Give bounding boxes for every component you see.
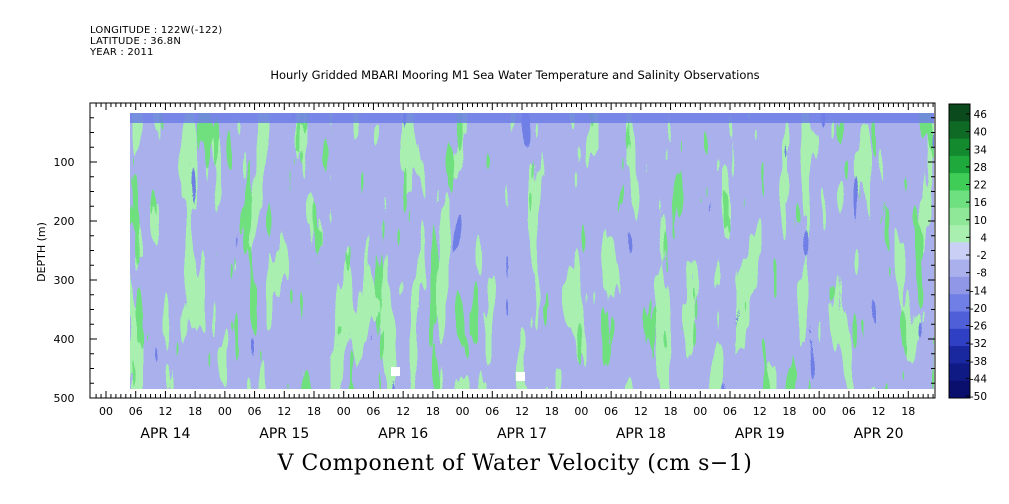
colorbar-label: -50 bbox=[970, 391, 987, 403]
colorbar-label: -26 bbox=[970, 321, 987, 333]
x-hour-label: 06 bbox=[604, 405, 618, 418]
colorbar-swatch bbox=[949, 259, 970, 278]
x-day-label: APR 17 bbox=[497, 426, 547, 442]
y-tick-label: 100 bbox=[54, 156, 75, 169]
colorbar-swatch bbox=[949, 138, 970, 157]
colorbar-swatch bbox=[949, 294, 970, 313]
x-day-label: APR 15 bbox=[259, 426, 309, 442]
colorbar-swatch bbox=[949, 380, 970, 399]
colorbar-label: 40 bbox=[974, 127, 987, 139]
year-label: YEAR : 2011 bbox=[90, 47, 154, 58]
colorbar-label: -8 bbox=[977, 268, 987, 280]
surface-negative-band bbox=[130, 113, 934, 123]
x-hour-label: 18 bbox=[188, 405, 202, 418]
colorbar-swatch bbox=[949, 311, 970, 330]
x-day-label: APR 20 bbox=[854, 426, 904, 442]
x-hour-label: 12 bbox=[277, 405, 291, 418]
x-hour-label: 00 bbox=[693, 405, 707, 418]
colorbar-swatch bbox=[949, 173, 970, 191]
colorbar-label: -20 bbox=[970, 303, 987, 315]
colorbar-swatch bbox=[949, 225, 970, 243]
colorbar-swatch bbox=[949, 190, 970, 209]
x-hour-label: 18 bbox=[426, 405, 440, 418]
colorbar-swatch bbox=[949, 242, 970, 261]
chart-title: Hourly Gridded MBARI Mooring M1 Sea Wate… bbox=[270, 68, 760, 82]
x-hour-label: 00 bbox=[812, 405, 826, 418]
x-hour-label: 12 bbox=[515, 405, 529, 418]
colorbar-label: -44 bbox=[970, 373, 987, 385]
missing-data-marker bbox=[516, 372, 525, 381]
x-hour-label: 12 bbox=[872, 405, 886, 418]
colorbar-label: 4 bbox=[980, 232, 987, 244]
x-hour-label: 06 bbox=[366, 405, 380, 418]
y-tick-label: 300 bbox=[54, 274, 75, 287]
colorbar-label: 46 bbox=[974, 109, 988, 121]
colorbar-swatch bbox=[949, 121, 970, 140]
x-hour-label: 00 bbox=[456, 405, 470, 418]
colorbar-swatch bbox=[949, 363, 970, 382]
x-hour-label: 06 bbox=[129, 405, 143, 418]
y-tick-label: 500 bbox=[54, 392, 75, 405]
x-hour-label: 18 bbox=[782, 405, 796, 418]
x-hour-label: 06 bbox=[842, 405, 856, 418]
colorbar-label: -38 bbox=[970, 356, 987, 368]
missing-data-marker bbox=[391, 367, 400, 376]
colorbar-label: -14 bbox=[970, 285, 987, 297]
colorbar-label: 22 bbox=[974, 180, 987, 192]
x-hour-label: 00 bbox=[574, 405, 588, 418]
x-hour-label: 00 bbox=[99, 405, 113, 418]
x-hour-label: 12 bbox=[634, 405, 648, 418]
colorbar-label: -2 bbox=[977, 250, 987, 262]
x-day-label: APR 16 bbox=[378, 426, 428, 442]
colorbar-label: -32 bbox=[970, 338, 987, 350]
colorbar-label: 34 bbox=[974, 144, 988, 156]
y-tick-label: 200 bbox=[54, 215, 75, 228]
x-hour-label: 06 bbox=[485, 405, 499, 418]
longitude-label: LONGITUDE : 122W(-122) bbox=[90, 25, 223, 36]
colorbar-label: 16 bbox=[974, 197, 988, 209]
heatmap-field bbox=[130, 113, 934, 389]
x-hour-label: 00 bbox=[337, 405, 351, 418]
colorbar-label: 10 bbox=[974, 215, 987, 227]
y-axis-labels: 100 200 300 400 500 bbox=[54, 156, 75, 405]
x-hour-label: 12 bbox=[396, 405, 410, 418]
y-tick-label: 400 bbox=[54, 333, 75, 346]
colorbar-swatch bbox=[949, 346, 970, 364]
velocity-heatmap-chart: 00 06 12 18 00 06 12 18 00 06 12 18 00 06 12 18 00 06 12 18… bbox=[35, 102, 988, 442]
x-axis-labels: 00 06 12 18 00 06 12 18 00 06 12 18 00 06 12 18 00 06 12 18… bbox=[99, 405, 915, 442]
heatmap-negative-areas bbox=[130, 113, 934, 389]
x-hour-label: 12 bbox=[158, 405, 172, 418]
chart-subtitle: V Component of Water Velocity (cm s−1) bbox=[277, 451, 753, 476]
x-hour-label: 18 bbox=[664, 405, 678, 418]
x-day-label: APR 18 bbox=[616, 426, 666, 442]
x-hour-label: 12 bbox=[753, 405, 767, 418]
x-day-label: APR 14 bbox=[140, 426, 190, 442]
x-day-label: APR 19 bbox=[735, 426, 785, 442]
x-hour-label: 06 bbox=[248, 405, 262, 418]
colorbar-swatch bbox=[949, 207, 970, 226]
y-axis-ticks bbox=[90, 102, 935, 399]
x-axis-ticks bbox=[95, 103, 934, 398]
y-axis-title: DEPTH (m) bbox=[35, 222, 48, 282]
colorbar: 46 40 34 28 22 16 10 4 -2 -8 -14 -20 -26 -32 -38 -44 -50 bbox=[948, 103, 988, 403]
x-hour-label: 18 bbox=[307, 405, 321, 418]
colorbar-frame bbox=[948, 103, 971, 399]
x-hour-label: 18 bbox=[901, 405, 915, 418]
colorbar-swatch bbox=[949, 155, 970, 174]
x-hour-label: 06 bbox=[723, 405, 737, 418]
colorbar-swatch bbox=[949, 328, 970, 347]
colorbar-swatch bbox=[949, 104, 970, 122]
x-hour-label: 18 bbox=[545, 405, 559, 418]
x-hour-label: 00 bbox=[218, 405, 232, 418]
colorbar-swatch bbox=[949, 276, 970, 295]
colorbar-label: 28 bbox=[974, 162, 987, 174]
latitude-label: LATITUDE : 36.8N bbox=[90, 36, 182, 47]
